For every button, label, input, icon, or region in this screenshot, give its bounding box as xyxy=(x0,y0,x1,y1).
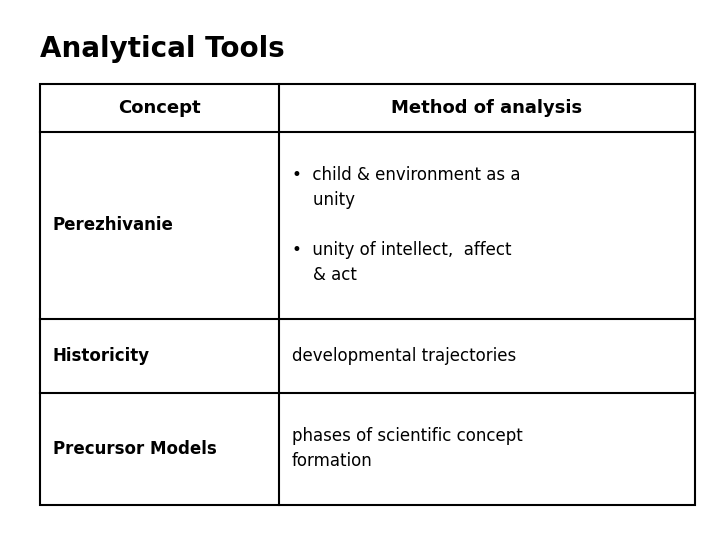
Bar xyxy=(40,84,695,505)
Text: Precursor Models: Precursor Models xyxy=(53,440,216,458)
Text: Analytical Tools: Analytical Tools xyxy=(40,35,284,63)
Text: Concept: Concept xyxy=(118,99,200,117)
Text: Method of analysis: Method of analysis xyxy=(391,99,582,117)
Text: •  child & environment as a
    unity

•  unity of intellect,  affect
    & act: • child & environment as a unity • unity… xyxy=(292,166,521,285)
Text: Historicity: Historicity xyxy=(53,347,150,365)
Text: developmental trajectories: developmental trajectories xyxy=(292,347,516,365)
Text: Perezhivanie: Perezhivanie xyxy=(53,217,174,234)
Text: phases of scientific concept
formation: phases of scientific concept formation xyxy=(292,428,523,470)
